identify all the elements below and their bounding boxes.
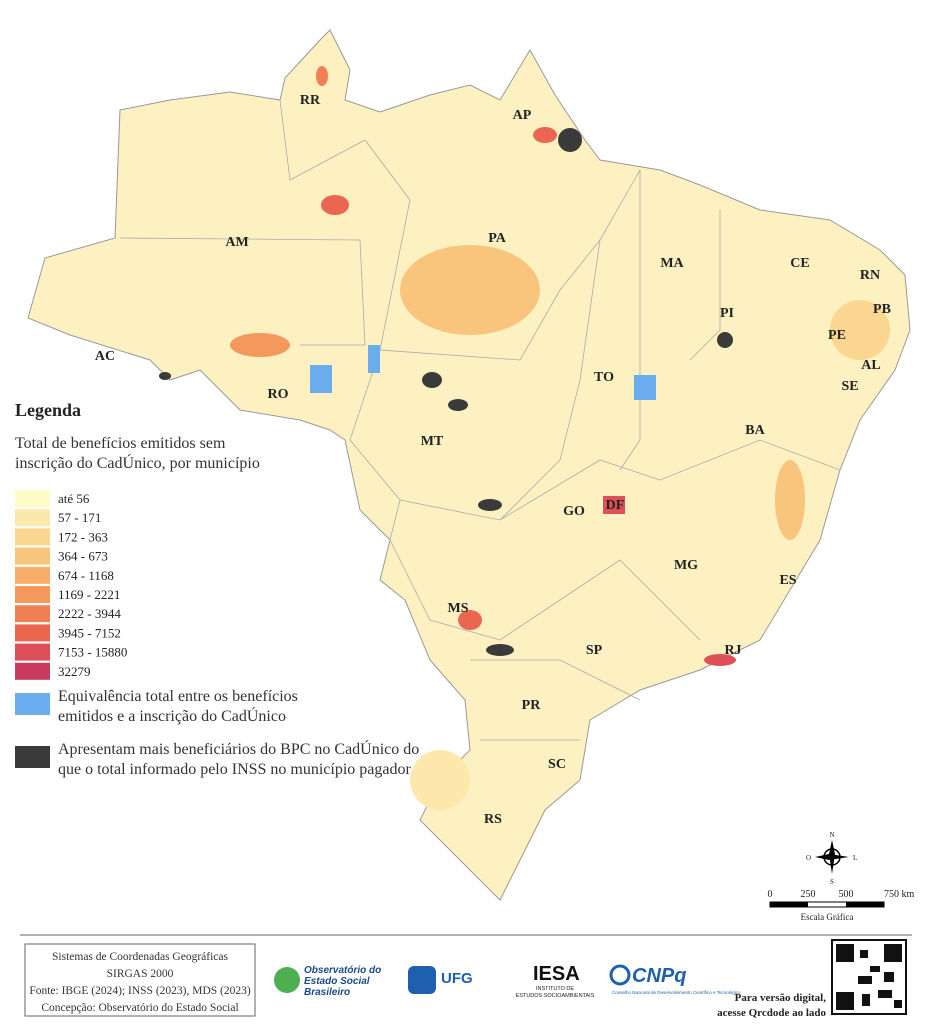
legend-swatch <box>15 605 50 623</box>
logo-text: IESA <box>533 963 580 985</box>
state-label: RO <box>268 387 289 402</box>
credit-line: Concepção: Observatório do Estado Social <box>41 1002 238 1014</box>
logo-text: ESTUDOS SOCIOAMBIENTAIS <box>516 993 595 999</box>
state-label: TO <box>594 370 614 385</box>
state-label: PR <box>522 698 542 713</box>
state-label: MA <box>660 256 684 271</box>
state-label: AL <box>861 358 880 373</box>
compass <box>815 840 849 874</box>
logo-text: CNPq <box>632 965 686 987</box>
state-borders <box>119 99 841 741</box>
state-label: PB <box>873 302 891 317</box>
logo-mark <box>408 966 436 994</box>
logo-text: Conselho Nacional de Desenvolvimento Cie… <box>612 990 741 995</box>
legend-subtitle: inscrição do CadÚnico, por município <box>15 453 260 472</box>
legend-label: 364 - 673 <box>58 549 108 564</box>
legend-swatch <box>15 509 50 527</box>
credit-line: Fonte: IBGE (2024); INSS (2023), MDS (20… <box>29 985 251 997</box>
legend-label: 7153 - 15880 <box>58 645 127 660</box>
logo-text: INSTITUTO DE <box>536 986 574 992</box>
legend-swatch <box>15 624 50 642</box>
legend-label: 674 - 1168 <box>58 568 114 583</box>
logo-text: Estado Social <box>304 976 370 987</box>
credit-line: Sistemas de Coordenadas Geográficas <box>52 951 228 963</box>
legend-label: 57 - 171 <box>58 510 101 525</box>
credit-line: SIRGAS 2000 <box>107 968 174 980</box>
legend-label: 2222 - 3944 <box>58 606 121 621</box>
legend-swatch <box>15 643 50 661</box>
state-label: CE <box>790 256 809 271</box>
state-label: PE <box>828 328 846 343</box>
logo-text: UFG <box>441 970 473 987</box>
state-label: MS <box>448 601 469 616</box>
state-label: DF <box>606 498 625 513</box>
legend-swatch <box>15 547 50 565</box>
legend-label: 3945 - 7152 <box>58 625 121 640</box>
legend-label: 32279 <box>58 664 91 679</box>
logo-mark <box>609 964 631 986</box>
state-label: AC <box>95 349 115 364</box>
footer: Sistemas de Coordenadas Geográficas SIRGA… <box>29 951 826 1019</box>
state-label: ES <box>779 573 796 588</box>
legend-subtitle: Total de benefícios emitidos sem <box>15 435 226 452</box>
compass-label: L <box>853 854 857 862</box>
legend-swatch <box>15 746 50 768</box>
logo-text: Observatório do <box>304 965 381 976</box>
state-label: GO <box>563 504 585 519</box>
legend-swatch <box>15 693 50 715</box>
legend-swatch <box>15 490 50 507</box>
state-label: RJ <box>724 643 741 658</box>
state-label: RS <box>484 812 502 827</box>
state-label: SE <box>841 379 858 394</box>
state-labels: RR AP AM PA MA CE RN PI PB PE AL SE AC R… <box>95 93 891 827</box>
state-label: SC <box>548 757 566 772</box>
state-label: RN <box>860 268 880 283</box>
brazil-outline <box>27 29 911 901</box>
scale-label: 500 <box>839 889 854 900</box>
state-label: MG <box>674 558 698 573</box>
legend-label: Apresentam mais beneficiários do BPC no … <box>58 739 419 758</box>
qr-note: acesse Qrcdode ao lado <box>717 1007 826 1019</box>
state-label: MT <box>421 434 444 449</box>
qr-note: Para versão digital, <box>735 992 827 1004</box>
compass-label: O <box>806 854 811 862</box>
legend-swatch <box>15 566 50 584</box>
logo-text: Brasileiro <box>304 987 350 998</box>
compass-label: S <box>830 878 834 886</box>
legend-label: que o total informado pelo INSS no munic… <box>58 761 412 778</box>
legend-label: 172 - 363 <box>58 529 108 544</box>
legend-swatch <box>15 662 50 680</box>
scale-label: 750 km <box>884 889 915 900</box>
compass-label: N <box>829 831 834 839</box>
state-label: AM <box>225 235 248 250</box>
legend: Legenda Total de benefícios emitidos sem… <box>15 400 419 778</box>
state-label: BA <box>745 423 765 438</box>
state-label: SP <box>586 643 603 658</box>
credits-box <box>24 943 256 1017</box>
legend-label: emitidos e a inscrição do CadÚnico <box>58 706 286 725</box>
scale-label: 250 <box>801 889 816 900</box>
legend-swatch <box>15 528 50 546</box>
state-label: PA <box>488 231 507 246</box>
state-label: AP <box>513 108 532 123</box>
logo-mark <box>274 967 300 993</box>
map-patches <box>159 66 890 810</box>
legend-title: Legenda <box>15 400 81 420</box>
legend-swatch <box>15 586 50 603</box>
scale-label: 0 <box>768 889 773 900</box>
legend-items: Total de benefícios emitidos seminscriçã… <box>15 435 419 778</box>
scale-bar: 0 250 500 750 km Escala Gráfica N S L O <box>768 831 915 922</box>
state-label: RR <box>300 93 321 108</box>
state-label: PI <box>720 306 734 321</box>
legend-label: 1169 - 2221 <box>58 587 120 602</box>
legend-label: Equivalência total entre os benefícios <box>58 688 298 705</box>
qr-code <box>831 939 907 1015</box>
legend-label: até 56 <box>58 491 90 506</box>
scale-title: Escala Gráfica <box>801 912 854 922</box>
